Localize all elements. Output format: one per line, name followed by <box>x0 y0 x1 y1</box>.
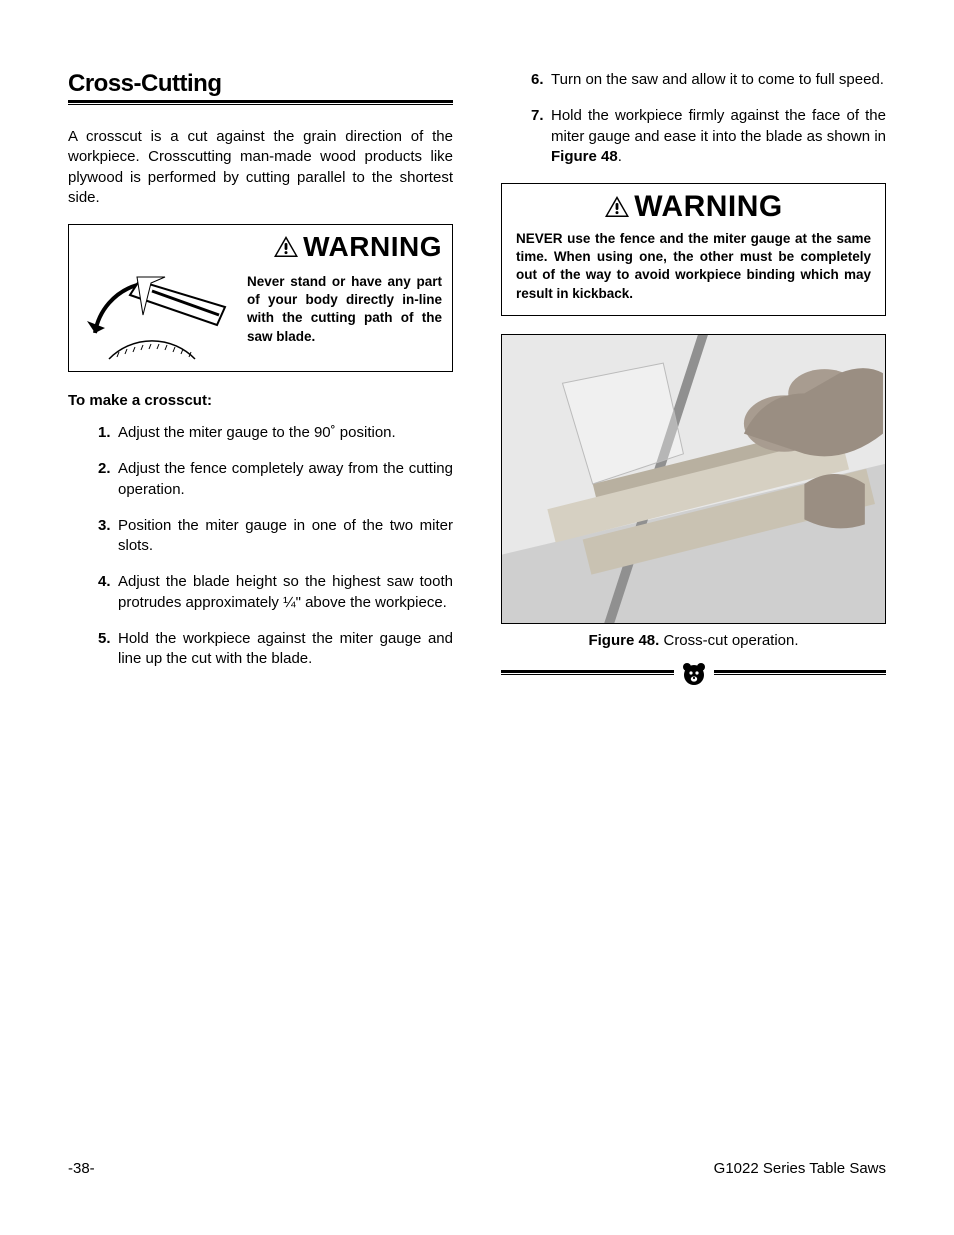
kickback-diagram <box>77 255 237 365</box>
figure-48-photo <box>501 334 886 624</box>
warning-text-bottom: NEVER use the fence and the miter gauge … <box>516 230 871 303</box>
step-6: 6. Turn on the saw and allow it to come … <box>531 70 886 90</box>
intro-paragraph: A crosscut is a cut against the grain di… <box>68 127 453 208</box>
rule-thick <box>68 100 453 103</box>
warning-box-top: WARNING Never stand or have any part of … <box>68 224 453 372</box>
ornament-line-left <box>501 670 674 675</box>
rule-thin <box>68 104 453 105</box>
step-num: 1. <box>98 423 118 443</box>
step-num: 3. <box>98 516 118 557</box>
page-footer: -38- G1022 Series Table Saws <box>68 1160 886 1177</box>
caption-rest: Cross-cut operation. <box>659 632 798 649</box>
step-body: Adjust the miter gauge to the 90˚ positi… <box>118 423 453 443</box>
right-column: 6. Turn on the saw and allow it to come … <box>501 70 886 687</box>
step-body: Position the miter gauge in one of the t… <box>118 516 453 557</box>
warning-triangle-icon <box>604 195 630 219</box>
step-num: 7. <box>531 106 551 167</box>
step-2: 2. Adjust the fence completely away from… <box>98 459 453 500</box>
step-num: 2. <box>98 459 118 500</box>
step-body: Adjust the blade height so the highest s… <box>118 572 453 613</box>
step-7-suffix: . <box>618 148 622 165</box>
step-body: Hold the workpiece firmly against the fa… <box>551 106 886 167</box>
step-body: Hold the workpiece against the miter gau… <box>118 629 453 670</box>
warning-triangle-icon <box>273 235 299 259</box>
warning-label-text: WARNING <box>634 190 783 224</box>
warning-label-text: WARNING <box>303 231 442 263</box>
warning-heading: WARNING <box>273 231 442 263</box>
footer-model: G1022 Series Table Saws <box>714 1160 886 1177</box>
caption-bold: Figure 48. <box>588 632 659 649</box>
step-num: 6. <box>531 70 551 90</box>
step-body: Turn on the saw and allow it to come to … <box>551 70 886 90</box>
ornament-line-right <box>714 670 887 675</box>
step-1: 1. Adjust the miter gauge to the 90˚ pos… <box>98 423 453 443</box>
steps-intro: To make a crosscut: <box>68 392 453 409</box>
warning-heading: WARNING <box>516 190 871 224</box>
step-num: 4. <box>98 572 118 613</box>
figure-caption: Figure 48. Cross-cut operation. <box>501 632 886 649</box>
section-end-ornament <box>501 659 886 687</box>
step-body: Adjust the fence completely away from th… <box>118 459 453 500</box>
step-7: 7. Hold the workpiece firmly against the… <box>531 106 886 167</box>
step-3: 3. Position the miter gauge in one of th… <box>98 516 453 557</box>
bear-logo-icon <box>680 659 708 687</box>
warning-box-bottom: WARNING NEVER use the fence and the mite… <box>501 183 886 316</box>
left-column: Cross-Cutting A crosscut is a cut agains… <box>68 70 453 687</box>
step-num: 5. <box>98 629 118 670</box>
page-number: -38- <box>68 1160 95 1177</box>
step-7-figref: Figure 48 <box>551 148 618 165</box>
section-title: Cross-Cutting <box>68 70 453 98</box>
warning-text-top: Never stand or have any part of your bod… <box>247 273 442 346</box>
step-4: 4. Adjust the blade height so the highes… <box>98 572 453 613</box>
step-5: 5. Hold the workpiece against the miter … <box>98 629 453 670</box>
step-7-prefix: Hold the workpiece firmly against the fa… <box>551 107 886 144</box>
